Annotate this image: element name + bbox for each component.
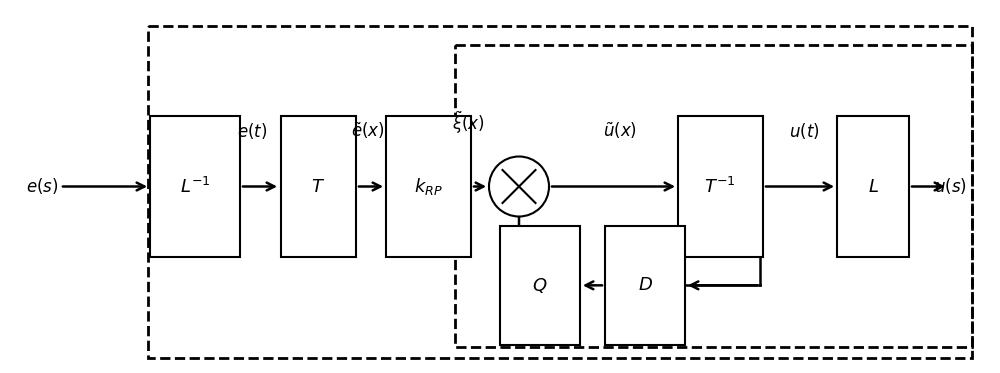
- Text: $T^{-1}$: $T^{-1}$: [704, 176, 736, 197]
- Text: $e(s)$: $e(s)$: [26, 176, 58, 197]
- Text: $Q$: $Q$: [532, 276, 548, 295]
- Text: $\tilde{e}(x)$: $\tilde{e}(x)$: [351, 120, 385, 141]
- Text: $L^{-1}$: $L^{-1}$: [180, 176, 210, 197]
- Bar: [148, 26, 972, 358]
- Circle shape: [489, 157, 549, 216]
- Text: $L$: $L$: [868, 178, 878, 195]
- Bar: [678, 116, 763, 257]
- Text: $T$: $T$: [311, 178, 325, 195]
- Text: $\tilde{\xi}(x)$: $\tilde{\xi}(x)$: [452, 110, 484, 136]
- Text: $D$: $D$: [638, 276, 652, 294]
- Text: $u(s)$: $u(s)$: [934, 176, 966, 197]
- Text: $u(t)$: $u(t)$: [789, 120, 819, 141]
- Bar: [500, 226, 580, 345]
- Bar: [455, 45, 972, 347]
- Text: $\tilde{u}(x)$: $\tilde{u}(x)$: [603, 120, 637, 141]
- Bar: [605, 226, 685, 345]
- Bar: [280, 116, 356, 257]
- Text: $k_{RP}$: $k_{RP}$: [414, 176, 442, 197]
- Text: $e(t)$: $e(t)$: [237, 120, 267, 141]
- Bar: [150, 116, 240, 257]
- Bar: [386, 116, 471, 257]
- Bar: [837, 116, 909, 257]
